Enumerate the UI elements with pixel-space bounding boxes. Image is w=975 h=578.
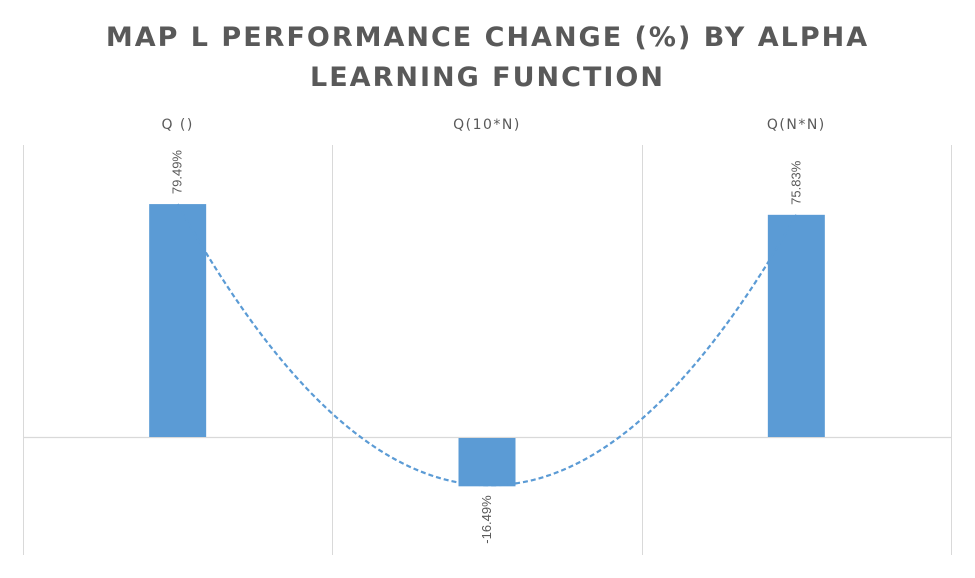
data-label-1: -16.49%	[479, 495, 494, 544]
category-label-0: Q ()	[161, 117, 193, 133]
chart-title-line-2: LEARNING FUNCTION	[310, 62, 665, 93]
data-label-2: 75.83%	[788, 160, 803, 205]
category-label-1: Q(10*N)	[453, 117, 521, 133]
trendline	[176, 203, 798, 487]
category-label-2: Q(N*N)	[767, 117, 826, 133]
bar-1	[458, 438, 516, 487]
bar-0	[149, 204, 207, 437]
bar-2	[767, 214, 825, 437]
data-label-0: 79.49%	[170, 150, 185, 195]
chart-title-line-1: MAP L PERFORMANCE CHANGE (%) BY ALPHA	[105, 22, 870, 53]
chart-title: MAP L PERFORMANCE CHANGE (%) BY ALPHA LE…	[0, 18, 975, 98]
